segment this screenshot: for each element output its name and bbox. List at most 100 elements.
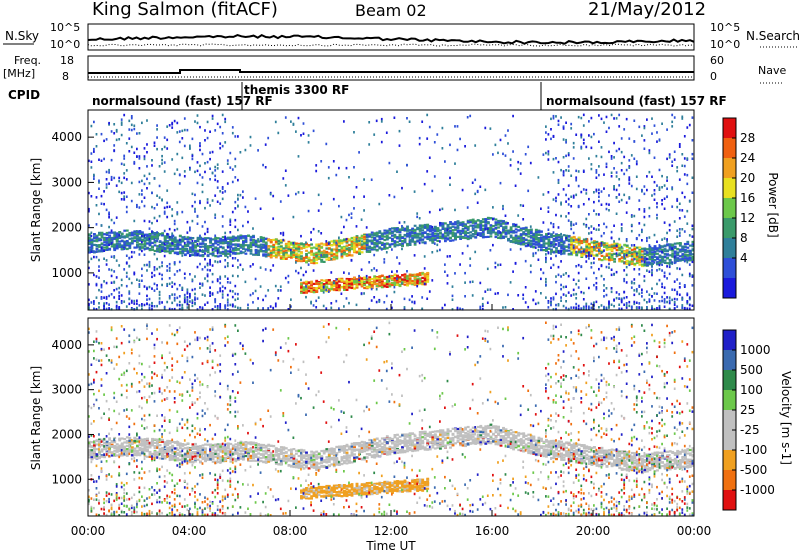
heatmap-cell [479,185,482,188]
heatmap-cell [312,287,316,290]
heatmap-cell [302,291,306,294]
heatmap-cell [348,176,350,179]
heatmap-cell [163,236,167,239]
heatmap-cell [335,278,338,281]
heatmap-cell [408,236,411,239]
heatmap-cell [315,164,318,167]
heatmap-cell [444,237,447,240]
heatmap-cell [507,293,509,297]
heatmap-cell [327,290,330,293]
heatmap-cell [565,249,569,252]
heatmap-cell [565,141,567,144]
heatmap-cell [618,184,621,187]
heatmap-cell [128,128,131,131]
heatmap-cell [393,283,397,286]
heatmap-cell [630,184,633,188]
heatmap-cell [393,243,397,246]
heatmap-cell [623,279,626,283]
heatmap-cell [259,237,263,240]
heatmap-cell [178,307,181,311]
heatmap-cell [461,231,465,235]
heatmap-cell [572,223,575,226]
heatmap-cell [219,254,223,257]
heatmap-cell [108,213,110,216]
heatmap-cell [562,173,565,177]
heatmap-cell [353,249,356,252]
heatmap-cell [191,219,194,223]
heatmap-cell [391,283,394,287]
heatmap-cell [168,248,171,251]
heatmap-cell [105,208,108,212]
heatmap-cell [100,202,103,205]
heatmap-cell [565,245,569,248]
heatmap-cell [295,244,298,248]
heatmap-cell [542,240,546,243]
heatmap-cell [610,243,614,246]
heatmap-cell [300,288,303,291]
heatmap-cell [90,257,93,261]
heatmap-cell [231,243,235,246]
heatmap-cell [209,244,213,247]
heatmap-cell [413,240,417,243]
heatmap-cell [98,212,100,216]
heatmap-cell [226,262,229,265]
heatmap-cell [570,205,573,208]
heatmap-cell [209,269,211,272]
heatmap-cell [610,155,613,158]
heatmap-cell [216,200,219,203]
heatmap-cell [272,238,276,241]
heatmap-cell [385,279,389,282]
heatmap-cell [297,155,300,158]
heatmap-cell [105,295,108,299]
heatmap-cell [383,238,387,242]
heatmap-cell [625,255,629,258]
heatmap-cell [504,306,507,309]
heatmap-cell [630,248,634,251]
heatmap-cell [196,236,200,239]
heatmap-cell [110,175,113,179]
heatmap-cell [348,213,350,217]
heatmap-cell [370,278,374,281]
heatmap-cell [95,196,98,199]
heatmap-cell [176,121,179,125]
heatmap-cell [471,294,474,297]
heatmap-cell [512,223,516,226]
heatmap-cell [247,247,250,250]
heatmap-cell [310,243,314,246]
heatmap-cell [183,298,186,301]
heatmap-cell [315,253,319,256]
heatmap-cell [537,245,541,248]
heatmap-cell [282,250,286,253]
heatmap-cell [292,255,296,258]
heatmap-cell [231,126,234,129]
heatmap-cell [391,240,394,243]
heatmap-cell [441,207,444,211]
heatmap-cell [582,307,585,310]
heatmap-cell [373,253,376,257]
heatmap-cell [348,249,351,252]
heatmap-cell [481,230,485,233]
heatmap-cell [585,237,588,241]
heatmap-cell [151,287,153,290]
heatmap-cell [340,242,344,245]
heatmap-cell [431,279,434,282]
heatmap-cell [504,231,508,234]
heatmap-cell [368,143,371,146]
heatmap-cell [297,258,301,261]
heatmap-cell [320,242,324,245]
heatmap-cell [368,240,372,243]
heatmap-cell [302,289,306,292]
heatmap-cell [552,171,555,174]
heatmap-cell [141,239,144,242]
heatmap-cell [343,281,346,284]
heatmap-cell [118,245,122,248]
heatmap-cell [168,243,172,246]
heatmap-cell [239,251,243,255]
heatmap-cell [264,245,268,248]
heatmap-cell [358,276,362,279]
heatmap-cell [567,197,570,201]
heatmap-cell [254,241,258,244]
heatmap-cell [310,250,314,253]
heatmap-cell [153,207,156,210]
heatmap-cell [446,237,450,240]
